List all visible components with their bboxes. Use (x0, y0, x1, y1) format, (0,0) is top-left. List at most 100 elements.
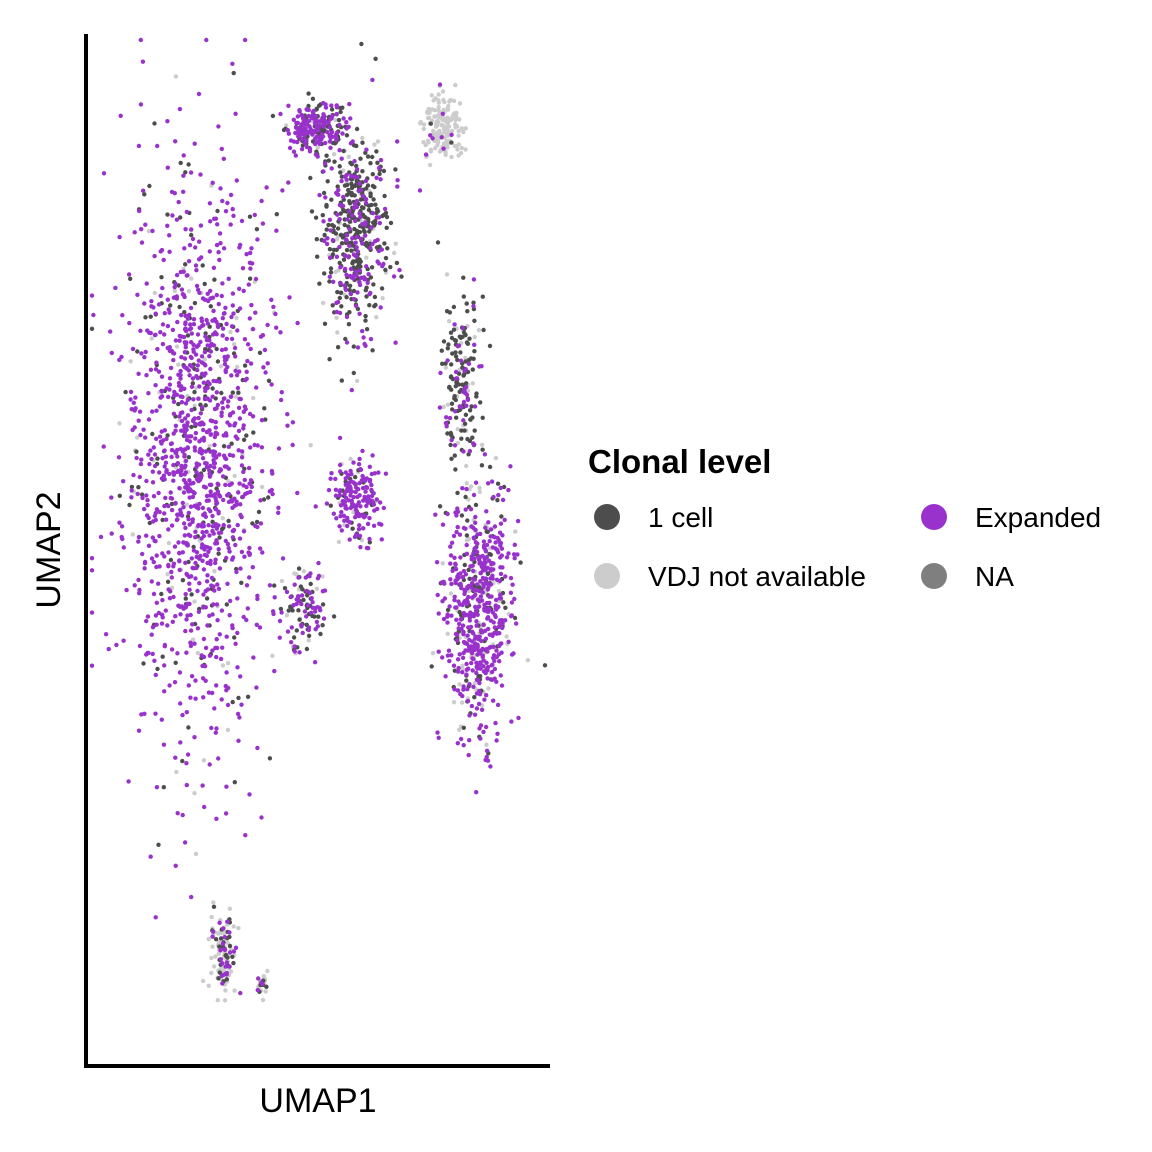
scatter-point (190, 236, 196, 242)
scatter-point (263, 417, 268, 422)
scatter-point (196, 478, 201, 484)
scatter-point (165, 433, 170, 438)
scatter-point (447, 658, 452, 664)
scatter-point (182, 430, 187, 435)
scatter-point (129, 484, 135, 490)
scatter-point (255, 524, 260, 530)
scatter-point (150, 431, 155, 437)
scatter-point (189, 574, 194, 579)
scatter-point (501, 600, 506, 605)
scatter-point (483, 724, 489, 730)
scatter-point (461, 275, 466, 280)
scatter-point (483, 636, 489, 641)
scatter-point (217, 452, 222, 457)
scatter-point (299, 593, 305, 598)
scatter-point (318, 119, 323, 124)
scatter-point (322, 140, 328, 146)
scatter-point (186, 532, 191, 537)
scatter-point (199, 354, 205, 359)
scatter-point (180, 292, 186, 297)
scatter-point (465, 309, 470, 314)
scatter-point (486, 520, 491, 525)
scatter-point (457, 727, 462, 732)
scatter-point (259, 815, 264, 820)
scatter-point (473, 480, 479, 485)
scatter-point (158, 249, 163, 254)
scatter-point (337, 164, 342, 169)
scatter-point (193, 576, 198, 581)
scatter-point (225, 354, 230, 359)
scatter-point (130, 532, 135, 537)
scatter-point (295, 320, 300, 326)
scatter-point (231, 70, 236, 76)
scatter-point (248, 445, 253, 450)
scatter-point (363, 233, 368, 238)
scatter-point (241, 529, 247, 534)
scatter-point (223, 456, 229, 462)
scatter-point (478, 736, 483, 741)
scatter-point (353, 485, 359, 490)
scatter-point (358, 545, 363, 550)
scatter-point (433, 512, 438, 517)
scatter-point (344, 488, 349, 494)
scatter-point (472, 404, 478, 409)
scatter-point (170, 327, 176, 333)
scatter-point (467, 682, 472, 687)
scatter-point (465, 586, 470, 591)
scatter-point (297, 650, 302, 655)
scatter-point (184, 502, 189, 507)
scatter-point (154, 600, 159, 605)
scatter-point (183, 227, 188, 232)
scatter-point (187, 373, 192, 378)
scatter-point (331, 511, 336, 516)
scatter-point (369, 265, 375, 270)
scatter-point (184, 437, 190, 443)
scatter-point (201, 695, 206, 700)
scatter-point (232, 503, 237, 508)
scatter-point (189, 556, 194, 561)
scatter-point (481, 664, 486, 669)
scatter-point (157, 533, 162, 539)
scatter-point (302, 141, 308, 146)
scatter-point (320, 602, 326, 607)
scatter-point (218, 241, 223, 246)
scatter-point (506, 487, 511, 493)
scatter-point (89, 326, 95, 331)
scatter-point (329, 129, 335, 135)
scatter-point (204, 37, 209, 43)
scatter-point (215, 998, 220, 1003)
scatter-point (189, 894, 194, 900)
scatter-point (221, 926, 226, 931)
scatter-point (234, 569, 239, 575)
scatter-point (279, 578, 285, 584)
scatter-point (464, 533, 470, 538)
scatter-point (189, 384, 195, 389)
scatter-point (249, 302, 254, 308)
scatter-point (236, 695, 241, 701)
x-axis-label: UMAP1 (259, 1082, 376, 1120)
scatter-point (370, 172, 375, 177)
scatter-point (484, 693, 489, 698)
scatter-point (440, 122, 445, 128)
scatter-point (223, 305, 228, 310)
scatter-point (204, 493, 210, 499)
scatter-point (153, 915, 158, 920)
scatter-point (162, 663, 167, 668)
scatter-point (211, 602, 216, 607)
scatter-point (478, 400, 483, 405)
scatter-point (287, 295, 292, 300)
scatter-point (320, 623, 325, 628)
scatter-point (143, 315, 148, 320)
scatter-point (212, 317, 217, 322)
scatter-point (259, 484, 265, 490)
scatter-point (456, 575, 462, 580)
scatter-point (334, 112, 339, 117)
scatter-point (114, 642, 119, 648)
scatter-point (172, 680, 178, 685)
scatter-point (183, 485, 188, 490)
scatter-point (479, 598, 485, 603)
scatter-point (497, 540, 503, 545)
scatter-point (174, 344, 180, 349)
scatter-point (473, 520, 478, 525)
scatter-point (222, 361, 228, 367)
